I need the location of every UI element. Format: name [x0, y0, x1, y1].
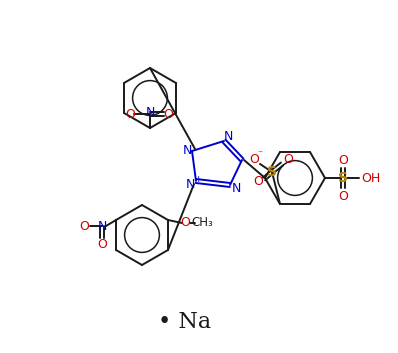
Text: ⁻: ⁻: [258, 149, 263, 159]
Text: O: O: [163, 108, 173, 120]
Text: O: O: [79, 220, 89, 233]
Text: O: O: [249, 154, 259, 167]
Text: N: N: [145, 107, 155, 120]
Text: O: O: [283, 154, 293, 167]
Text: O: O: [97, 238, 107, 251]
Text: N: N: [231, 183, 241, 196]
Text: O: O: [180, 216, 190, 229]
Text: O: O: [125, 108, 135, 120]
Text: O: O: [338, 154, 348, 167]
Text: N: N: [223, 131, 233, 144]
Text: O: O: [338, 190, 348, 203]
Text: N: N: [98, 220, 107, 233]
Text: • Na: • Na: [158, 311, 212, 333]
Text: S: S: [267, 165, 277, 179]
Text: N: N: [185, 179, 195, 191]
Text: +: +: [194, 174, 202, 184]
Text: O: O: [253, 175, 263, 189]
Text: N: N: [182, 144, 192, 156]
Text: OH: OH: [361, 172, 380, 185]
Text: CH₃: CH₃: [191, 216, 213, 229]
Text: S: S: [338, 171, 348, 185]
